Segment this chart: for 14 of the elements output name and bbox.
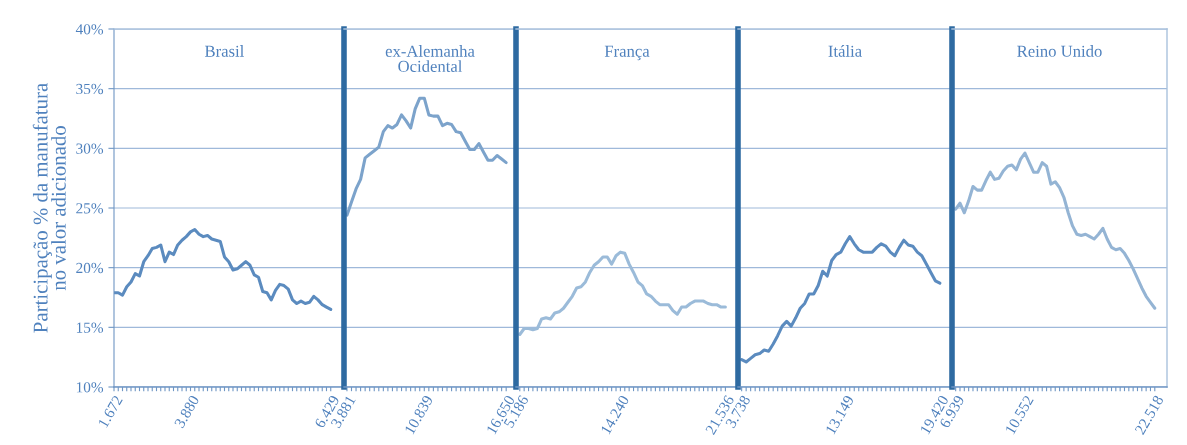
text: França [604,45,650,61]
y-tick-label: 10% [76,382,104,393]
y-tick-label: 35% [76,83,104,95]
text: ex-Alemanha Ocidental [385,45,475,72]
text: Itália [828,45,862,57]
y-tick-label: 25% [76,203,104,214]
y-tick-label: 15% [76,322,104,333]
text: Brasil [204,45,244,57]
text: Reino Unido [1017,45,1102,57]
y-tick-label: 40% [75,24,104,35]
y-tick-label: 30% [76,143,104,154]
line-series [114,227,333,311]
y-tick-label: 20% [76,262,104,274]
y-axis-title: Participação % da manufatura no valor adicionado [32,83,66,333]
